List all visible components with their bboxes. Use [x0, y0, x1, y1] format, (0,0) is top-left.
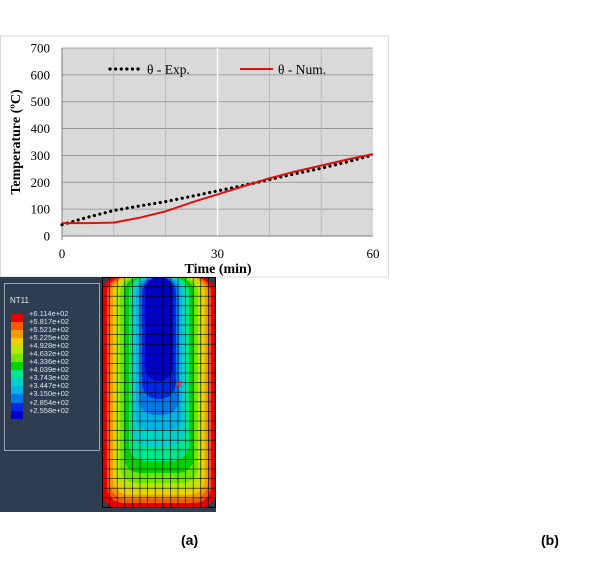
probe-marker: [175, 380, 183, 388]
legend-value: +4.336e+02: [29, 357, 70, 367]
legend-value: +5.817e+02: [29, 317, 70, 327]
y-tick-label: 300: [31, 148, 51, 163]
y-axis-label: Temperature (ºC): [9, 89, 24, 195]
legend-row: +6.114e+02: [11, 310, 96, 323]
axes: 0 100 200 300 400 500 600 700 0 30 60: [31, 41, 380, 262]
legend-row: +2.558e+02: [11, 406, 96, 419]
legend-value: +3.150e+02: [29, 389, 70, 399]
legend-row: +4.039e+02: [11, 366, 96, 379]
contour-plot: [102, 277, 216, 512]
x-tick-label: 0: [59, 246, 66, 261]
legend-row: +2.854e+02: [11, 398, 96, 411]
contour-legend: +6.114e+02 +5.817e+02 +5.521e+02 +5.225e+02…: [11, 310, 96, 419]
legend-row: +3.447e+02: [11, 382, 96, 395]
legend-value: +5.521e+02: [29, 325, 70, 335]
legend-row: +5.225e+02: [11, 334, 96, 347]
legend-row: +5.521e+02: [11, 326, 96, 339]
legend-row: +3.743e+02: [11, 374, 96, 387]
y-tick-label: 100: [31, 202, 51, 217]
chart-legend: θ - Exp. θ - Num.: [108, 62, 326, 77]
legend-color-swatch: [11, 314, 23, 323]
x-axis-label: Time (min): [184, 262, 251, 277]
y-tick-label: 400: [31, 121, 51, 136]
legend-color-swatch: [11, 362, 23, 371]
fea-temperature-contour: NT11 +6.114e+02 +5.817e+02 +5.521e+02 +5.22…: [0, 277, 216, 512]
grid-lines: [62, 47, 373, 236]
legend-color-swatch: [11, 410, 23, 419]
temperature-chart: 0 100 200 300 400 500 600 700 0 30 60 θ - Exp. θ - …: [0, 0, 400, 280]
y-tick-label: 600: [31, 67, 51, 82]
legend-color-swatch: [11, 338, 23, 347]
legend-color-swatch: [11, 322, 23, 331]
legend-value: +4.632e+02: [29, 349, 70, 359]
legend-color-swatch: [11, 402, 23, 411]
x-tick-label: 60: [367, 246, 380, 261]
legend-label: θ - Num.: [278, 62, 326, 77]
legend-value: +2.854e+02: [29, 397, 70, 407]
legend-row: +4.928e+02: [11, 342, 96, 355]
legend-color-swatch: [11, 370, 23, 379]
legend-row: +5.817e+02: [11, 318, 96, 331]
legend-value: +5.225e+02: [29, 333, 70, 343]
legend-value: +3.743e+02: [29, 373, 70, 383]
contour-band: [145, 277, 173, 381]
legend-color-swatch: [11, 394, 23, 403]
y-tick-label: 700: [31, 41, 51, 56]
legend-value: +6.114e+02: [29, 309, 69, 318]
legend-row: +3.150e+02: [11, 390, 96, 403]
y-tick-label: 0: [44, 229, 51, 244]
legend-value: +4.039e+02: [29, 365, 70, 375]
legend-value: +4.928e+02: [29, 341, 70, 351]
x-tick-label: 30: [211, 246, 224, 261]
legend-color-swatch: [11, 354, 23, 363]
panel-label-b: (b): [541, 532, 559, 548]
panel-label-a: (a): [181, 532, 199, 548]
legend-color-swatch: [11, 386, 23, 395]
contour-legend-title: NT11: [10, 296, 29, 305]
legend-row: +4.632e+02: [11, 350, 96, 363]
legend-color-swatch: [11, 330, 23, 339]
legend-value: +2.558e+02: [29, 405, 70, 415]
mesh-outline: [102, 277, 216, 508]
data-series: [60, 153, 375, 227]
y-tick-label: 200: [31, 175, 51, 190]
contour-legend-frame: [4, 283, 100, 451]
y-tick-label: 500: [31, 94, 51, 109]
legend-color-swatch: [11, 346, 23, 355]
legend-value: +3.447e+02: [29, 381, 70, 391]
legend-row: +4.336e+02: [11, 358, 96, 371]
legend-color-swatch: [11, 378, 23, 387]
legend-label: θ - Exp.: [147, 62, 190, 77]
series-numerical-line: [62, 153, 374, 225]
